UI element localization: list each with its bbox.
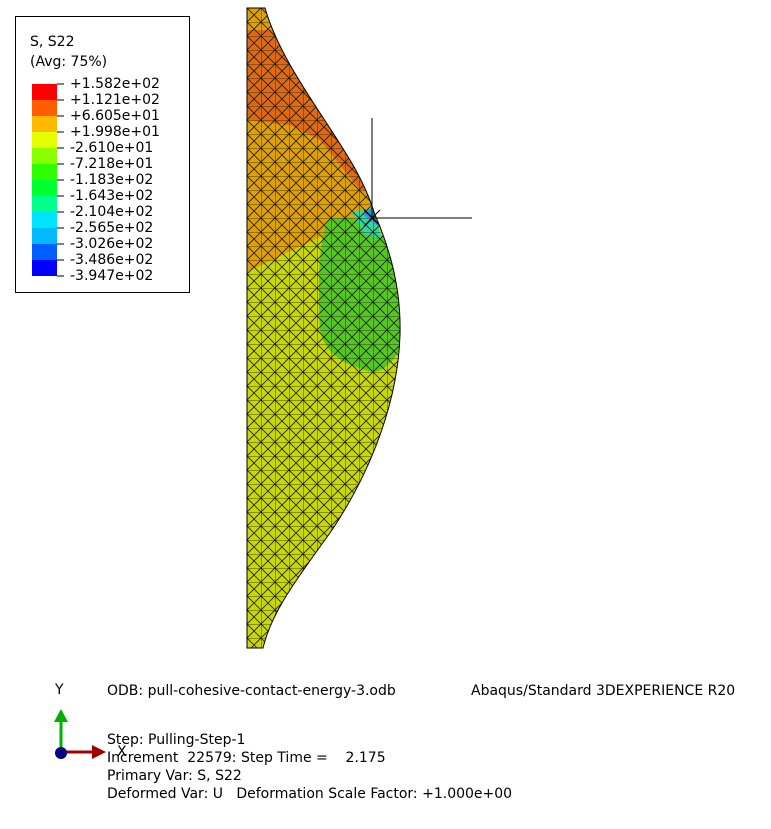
legend-label: +6.605e+01 xyxy=(70,108,160,124)
legend-label: -3.947e+02 xyxy=(70,268,153,284)
legend-label: +1.998e+01 xyxy=(70,124,160,140)
legend-swatch xyxy=(32,116,57,132)
legend-label: -3.026e+02 xyxy=(70,236,153,252)
legend-subtitle: (Avg: 75%) xyxy=(30,54,107,70)
legend-label: -1.643e+02 xyxy=(70,188,153,204)
legend-swatch xyxy=(32,132,57,148)
triad xyxy=(54,709,106,759)
legend-swatch xyxy=(32,260,57,276)
triad-y-label: Y xyxy=(54,682,64,698)
legend: +1.582e+02+1.121e+02+6.605e+01+1.998e+01… xyxy=(32,76,160,284)
legend-swatch xyxy=(32,180,57,196)
legend-label: +1.582e+02 xyxy=(70,76,160,92)
primary-var: Primary Var: S, S22 xyxy=(107,768,242,784)
legend-swatch xyxy=(32,164,57,180)
legend-title: S, S22 xyxy=(30,34,75,50)
legend-label: +1.121e+02 xyxy=(70,92,160,108)
increment-info: Increment 22579: Step Time = 2.175 xyxy=(107,750,386,766)
legend-swatch xyxy=(32,228,57,244)
part-mesh xyxy=(247,8,401,648)
deformed-var: Deformed Var: U Deformation Scale Factor… xyxy=(107,786,512,802)
legend-label: -1.183e+02 xyxy=(70,172,153,188)
cursor-crosshair xyxy=(363,118,472,227)
step-name: Step: Pulling-Step-1 xyxy=(107,732,245,748)
legend-swatch xyxy=(32,244,57,260)
legend-label: -2.104e+02 xyxy=(70,204,153,220)
part-outline xyxy=(246,7,401,649)
triad-x-label: X xyxy=(117,744,127,760)
legend-swatch xyxy=(32,212,57,228)
legend-swatch xyxy=(32,84,57,100)
legend-label: -2.565e+02 xyxy=(70,220,153,236)
solver-name: Abaqus/Standard 3DEXPERIENCE R20 xyxy=(471,683,735,699)
legend-label: -2.610e+01 xyxy=(70,140,153,156)
legend-swatch xyxy=(32,196,57,212)
legend-label: -3.486e+02 xyxy=(70,252,153,268)
legend-swatch xyxy=(32,100,57,116)
legend-swatch xyxy=(32,148,57,164)
odb-name: ODB: pull-cohesive-contact-energy-3.odb xyxy=(107,683,396,699)
legend-label: -7.218e+01 xyxy=(70,156,153,172)
